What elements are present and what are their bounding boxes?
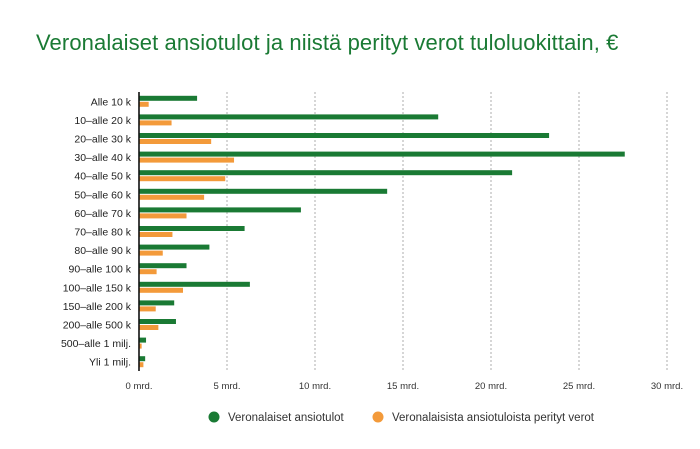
x-tick-label: 20 mrd.	[475, 381, 507, 392]
bar-tax	[139, 306, 156, 312]
category-label: 200–alle 500 k	[63, 320, 132, 332]
bar-tax	[139, 362, 144, 368]
chart-title: Veronalaiset ansiotulot ja niistä perity…	[36, 30, 619, 55]
category-label: 20–alle 30 k	[74, 134, 131, 146]
x-tick-label: 25 mrd.	[563, 381, 595, 392]
legend-label: Veronalaiset ansiotulot	[228, 412, 345, 424]
category-label: 50–alle 60 k	[74, 189, 131, 201]
x-tick-label: 0 mrd.	[126, 381, 153, 392]
legend-marker	[208, 411, 220, 423]
x-tick-label: 15 mrd.	[387, 381, 419, 392]
legend-label: Veronalaisista ansiotuloista perityt ver…	[392, 412, 595, 424]
bar-tax	[139, 250, 163, 256]
category-label: 10–alle 20 k	[74, 115, 131, 127]
bar-income	[139, 263, 187, 269]
category-label: 40–alle 50 k	[74, 171, 131, 183]
category-label: 150–alle 200 k	[63, 301, 132, 313]
bar-tax	[139, 213, 187, 219]
x-tick-label: 5 mrd.	[214, 381, 241, 392]
bar-tax	[139, 325, 159, 330]
bar-income	[139, 207, 301, 213]
bar-tax	[139, 101, 149, 107]
x-tick-label: 10 mrd.	[299, 381, 331, 392]
category-label: 500–alle 1 milj.	[61, 338, 131, 350]
category-label: Yli 1 milj.	[89, 357, 131, 369]
category-label: 30–alle 40 k	[74, 152, 131, 164]
bar-tax	[139, 176, 226, 182]
legend-marker	[372, 411, 384, 423]
x-tick-label: 30 mrd.	[651, 381, 683, 392]
bar-income	[139, 133, 550, 138]
bar-tax	[139, 232, 173, 237]
category-label: 80–alle 90 k	[74, 245, 131, 257]
category-label: Alle 10 k	[91, 96, 132, 108]
category-label: 60–alle 70 k	[74, 208, 131, 220]
bar-income	[139, 114, 439, 120]
category-label: 90–alle 100 k	[69, 264, 132, 276]
bar-tax	[139, 157, 235, 163]
bar-income	[139, 244, 210, 250]
bar-tax	[139, 287, 183, 293]
category-label: 70–alle 80 k	[74, 227, 131, 239]
bar-tax	[139, 194, 205, 200]
bar-tax	[139, 139, 212, 144]
bar-tax	[139, 269, 157, 275]
bar-income	[139, 300, 175, 306]
bar-income	[139, 356, 146, 362]
bar-income	[139, 337, 147, 343]
bar-income	[139, 281, 250, 287]
bar-tax	[139, 120, 172, 126]
bar-income	[139, 95, 198, 101]
bar-income	[139, 151, 625, 157]
category-label: 100–alle 150 k	[63, 282, 132, 294]
bar-income	[139, 170, 513, 176]
bar-income	[139, 319, 176, 324]
bar-tax	[139, 343, 142, 349]
bar-income	[139, 226, 245, 231]
bar-income	[139, 188, 388, 194]
